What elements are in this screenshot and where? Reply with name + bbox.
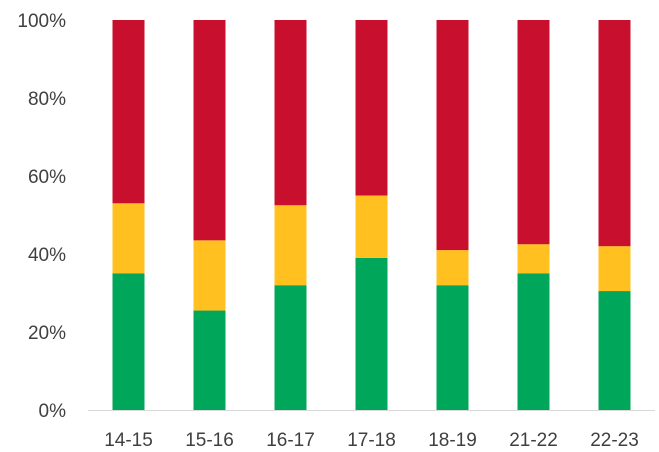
bar-segment	[598, 20, 631, 247]
y-tick-label: 60%	[28, 167, 66, 188]
bar-segment	[436, 285, 469, 410]
bar-segment	[112, 273, 145, 410]
bar-segment	[517, 273, 550, 410]
bar-segment	[112, 20, 145, 204]
bar-segment	[355, 257, 388, 410]
x-tick-label: 17-18	[347, 430, 396, 451]
bar-segment	[193, 310, 226, 410]
bar-segment	[355, 20, 388, 196]
bar-segment	[193, 240, 226, 311]
x-tick-label: 15-16	[185, 430, 234, 451]
bar-segment	[598, 291, 631, 410]
bar-segment	[274, 20, 307, 206]
y-tick-label: 20%	[28, 323, 66, 344]
y-tick-label: 40%	[28, 245, 66, 266]
bar-segment	[517, 20, 550, 245]
x-tick-label: 22-23	[590, 430, 639, 451]
y-tick-label: 80%	[28, 89, 66, 110]
bars	[112, 20, 631, 410]
bar-segment	[274, 205, 307, 286]
bar-segment	[274, 285, 307, 410]
x-tick-label: 14-15	[104, 430, 153, 451]
bar-segment	[436, 20, 469, 251]
bar-segment	[517, 244, 550, 274]
bar-segment	[112, 203, 145, 274]
y-tick-label: 0%	[39, 401, 67, 422]
bar-segment	[193, 20, 226, 241]
bar-segment	[436, 250, 469, 286]
y-axis: 0% 20% 40% 60% 80% 100%	[17, 11, 66, 422]
x-tick-label: 18-19	[428, 430, 477, 451]
x-axis: 14-15 15-16 16-17 17-18 18-19 21-22 22-23	[104, 430, 639, 451]
y-tick-label: 100%	[17, 11, 66, 32]
x-tick-label: 21-22	[509, 430, 558, 451]
bar-segment	[598, 246, 631, 292]
bar-segment	[355, 195, 388, 258]
x-tick-label: 16-17	[266, 430, 315, 451]
